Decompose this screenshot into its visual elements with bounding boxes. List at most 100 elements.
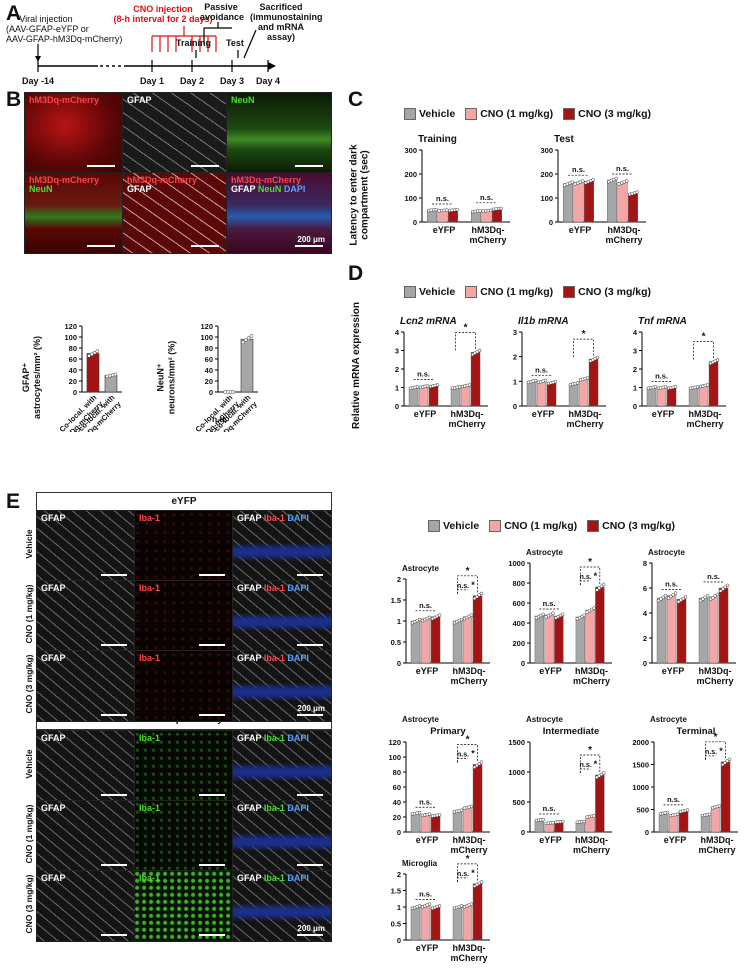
bar xyxy=(554,615,564,664)
bar xyxy=(698,385,709,407)
data-point xyxy=(479,591,484,596)
y-tick-label: 0 xyxy=(521,659,525,668)
group-label: eYFP xyxy=(532,409,555,419)
data-point xyxy=(671,593,675,597)
micrograph-label: GFAP Iba-1 DAPI xyxy=(237,733,309,743)
data-point xyxy=(597,586,601,590)
data-point xyxy=(95,349,100,354)
y-tick-label: 1 xyxy=(513,377,517,386)
micrograph-e: GFAP Iba-1 DAPI 200 μm xyxy=(232,870,332,942)
data-point xyxy=(472,765,477,769)
group-label: hM3Dq- xyxy=(453,943,486,953)
data-point xyxy=(673,385,678,389)
data-point xyxy=(695,385,700,389)
legend-label: CNO (3 mg/kg) xyxy=(578,108,652,120)
y-tick-label: 120 xyxy=(388,738,401,747)
micrograph-label: GFAP Iba-1 DAPI xyxy=(237,583,309,593)
data-point xyxy=(417,904,422,908)
bar xyxy=(617,182,628,223)
data-point xyxy=(541,817,545,822)
data-point xyxy=(595,355,600,360)
row-label: CNO (3 mg/kg) xyxy=(24,874,34,934)
bar xyxy=(718,587,729,664)
data-point xyxy=(553,379,558,384)
y-tick-label: 0 xyxy=(513,402,517,411)
y-tick-label: 120 xyxy=(64,322,77,331)
significance-star: * xyxy=(466,854,470,865)
y-tick-label: 20 xyxy=(69,377,77,386)
significance-star: * xyxy=(719,746,723,756)
bar xyxy=(408,387,419,407)
scale-bar-label: 200 μm xyxy=(297,235,325,244)
data-point xyxy=(457,385,462,389)
micrograph-label: GFAP Iba-1 DAPI xyxy=(237,803,309,813)
chart-title: Astrocyte xyxy=(526,548,563,557)
group-label: mCherry xyxy=(605,235,642,245)
data-point xyxy=(659,597,663,601)
data-point xyxy=(703,595,707,600)
chart-intermediate-branches: Astrocyte Intermediate 0 500 1000 1500 eYFP n.s… xyxy=(508,715,612,855)
bar xyxy=(708,596,719,664)
data-point xyxy=(417,617,422,622)
significance-bracket xyxy=(573,338,594,358)
group-box-eyfp: eYFP xyxy=(36,492,332,512)
y-tick-label: 1 xyxy=(397,903,401,912)
data-point xyxy=(427,812,432,816)
viral-injection-label: Viral injection (AAV-GFAP-eYFP or AAV-GF… xyxy=(6,14,123,44)
bar xyxy=(526,381,537,407)
y-axis-label: GFAP⁺ astrocytes/mm² (%) xyxy=(21,335,43,419)
legend-e: Vehicle CNO (1 mg/kg) CNO (3 mg/kg) xyxy=(428,520,675,532)
data-point xyxy=(477,762,481,766)
bar xyxy=(666,387,677,407)
chart-title: Astrocyte xyxy=(402,564,439,573)
data-point xyxy=(725,759,729,763)
bar xyxy=(418,386,429,407)
bar xyxy=(563,183,573,223)
y-tick-label: 2 xyxy=(397,870,401,879)
y-tick-label: 0 xyxy=(549,218,553,227)
group-label: mCherry xyxy=(686,419,723,429)
data-point xyxy=(533,378,538,383)
data-point xyxy=(624,179,629,183)
y-tick-label: 400 xyxy=(512,619,525,628)
bar xyxy=(472,764,483,833)
data-point xyxy=(653,385,658,389)
data-point xyxy=(723,585,727,589)
group-label: hM3Dq- xyxy=(701,835,734,845)
data-point xyxy=(92,350,97,355)
y-tick-label: 8 xyxy=(643,559,647,568)
significance-star: * xyxy=(702,332,706,343)
significance-bracket xyxy=(579,754,601,773)
y-tick-label: 200 xyxy=(540,170,553,179)
bar xyxy=(410,813,421,833)
micrograph-e: Iba-1 xyxy=(134,800,234,872)
chart-il1b: Il1b mRNA 0 1 2 3 eYFP n.s. hM3Dq-mCherry * xyxy=(513,316,606,429)
ns-label: n.s. xyxy=(580,762,592,769)
data-point xyxy=(707,812,712,817)
bar xyxy=(420,814,431,833)
data-point xyxy=(701,597,705,601)
data-point xyxy=(437,813,442,817)
data-point xyxy=(444,208,449,212)
y-tick-label: 2 xyxy=(633,365,637,374)
micrograph-e: GFAP Iba-1 DAPI 200 μm xyxy=(232,650,332,722)
bar xyxy=(607,179,617,223)
y-tick-label: 500 xyxy=(636,806,649,815)
y-axis-label: NeuN⁺ neurons/mm² (%) xyxy=(155,340,177,414)
y-tick-label: 40 xyxy=(393,798,401,807)
data-point xyxy=(87,353,91,358)
micrograph-label: GFAP Iba-1 DAPI xyxy=(237,513,309,523)
bar xyxy=(452,810,463,833)
y-tick-label: 200 xyxy=(512,639,525,648)
bar xyxy=(668,814,679,833)
group-label: hM3Dq- xyxy=(451,409,484,419)
y-tick-label: 0 xyxy=(645,828,649,837)
ns-label: n.s. xyxy=(457,583,469,590)
chart-primary-branches: Astrocyte Primary 0 20 40 60 80 100 120 eYFP n.s. h… xyxy=(388,715,490,855)
bar xyxy=(428,385,439,407)
test-label: Test xyxy=(226,38,244,48)
bar xyxy=(420,618,431,664)
bar xyxy=(86,353,100,393)
